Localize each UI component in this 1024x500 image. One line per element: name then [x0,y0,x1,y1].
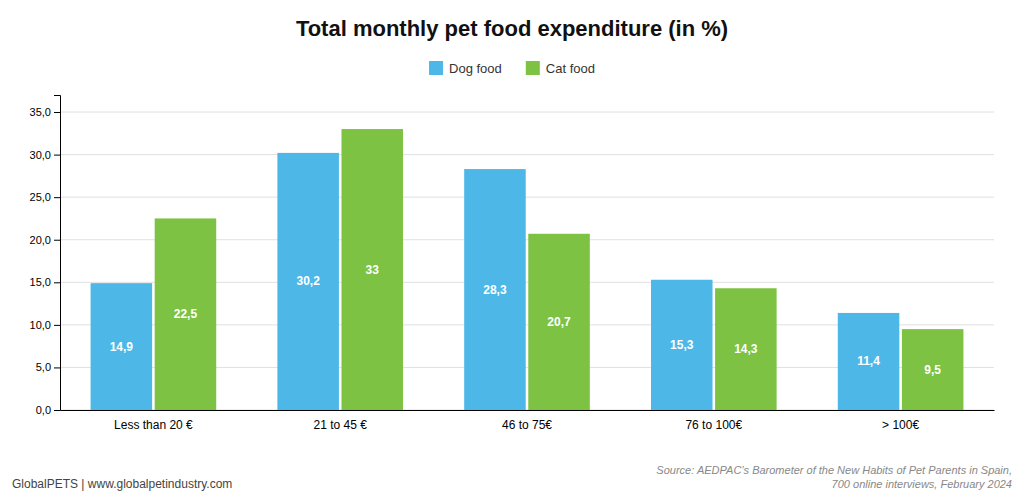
y-tick: 25,0 [30,191,60,203]
y-axis: 0,0 5,0 10,0 15,0 20,0 25,0 30,0 35,0 [30,96,61,417]
legend: Dog food Cat food [429,61,595,76]
data-label: 15,3 [670,338,694,352]
y-tick-label: 10,0 [30,319,51,331]
data-label: 14,3 [734,342,758,356]
x-tick-label: 46 to 75€ [502,418,552,432]
bar [155,218,217,410]
data-label: 22,5 [174,307,198,321]
y-tick: 30,0 [30,149,60,161]
bar [528,234,590,410]
bar [715,288,777,410]
footer-left: GlobalPETS | www.globalpetindustry.com [12,477,232,491]
chart: Less than 20 € 21 to 45 € 46 to 75€ 76 to 1… [0,0,1024,500]
x-tick-label: > 100€ [882,418,919,432]
x-tick-label: 76 to 100€ [685,418,742,432]
y-tick-label: 30,0 [30,149,51,161]
bar [341,129,403,410]
legend-swatch [429,61,443,75]
x-axis: Less than 20 € 21 to 45 € 46 to 75€ 76 to 1… [61,411,995,432]
legend-label: Dog food [449,61,502,76]
bar [902,329,964,410]
y-tick: 15,0 [30,276,60,288]
data-label: 28,3 [483,283,507,297]
x-tick: 76 to 100€ [685,418,742,432]
grid-line [60,112,994,113]
x-tick: 21 to 45 € [314,418,368,432]
y-tick-label: 35,0 [30,106,51,118]
y-tick-mark [54,410,60,411]
y-tick-mark [54,155,60,156]
grid-line [60,154,994,155]
bar [838,313,900,410]
y-tick: 5,0 [36,361,60,373]
bar [464,169,526,410]
y-tick-mark [54,367,60,368]
footer-right: 700 online interviews, February 2024 [832,478,1012,490]
title: Total monthly pet food expenditure (in %… [296,16,728,41]
x-tick: 46 to 75€ [502,418,552,432]
data-label: 11,4 [857,354,880,368]
y-tick-mark [54,197,60,198]
x-axis-line [61,410,995,411]
y-tick: 35,0 [30,106,60,118]
bars [91,129,964,410]
data-label: 14,9 [110,340,134,354]
x-tick: > 100€ [882,418,919,432]
y-tick-label: 15,0 [30,276,51,288]
footer-right: Source: AEDPAC’s Barometer of the New Ha… [656,464,1012,476]
y-axis-line [54,96,61,411]
data-labels: 14,9 30,2 28,3 15,3 11,4 22,5 33 20,7 14,3 9,5 [110,263,942,377]
y-tick-mark [54,282,60,283]
data-label: 33 [366,263,380,277]
data-label: 9,5 [924,363,941,377]
data-label: 20,7 [547,315,571,329]
y-tick-label: 0,0 [36,404,51,416]
y-tick-label: 25,0 [30,191,51,203]
bar [651,280,713,410]
y-tick-mark [54,112,60,113]
y-tick-label: 5,0 [36,361,51,373]
grid [60,112,994,410]
y-tick: 10,0 [30,319,60,331]
y-tick: 0,0 [36,404,60,416]
legend-item: Cat food [526,61,595,76]
legend-swatch [526,61,540,75]
grid-line [60,197,994,198]
y-tick-mark [54,240,60,241]
legend-label: Cat food [546,61,595,76]
x-tick: Less than 20 € [114,418,193,432]
y-tick-mark [54,325,60,326]
y-tick: 20,0 [30,234,60,246]
bar [91,283,153,410]
x-tick-label: 21 to 45 € [314,418,368,432]
data-label: 30,2 [296,274,320,288]
legend-item: Dog food [429,61,502,76]
y-tick-label: 20,0 [30,234,51,246]
x-tick-label: Less than 20 € [114,418,193,432]
bar [277,153,339,410]
